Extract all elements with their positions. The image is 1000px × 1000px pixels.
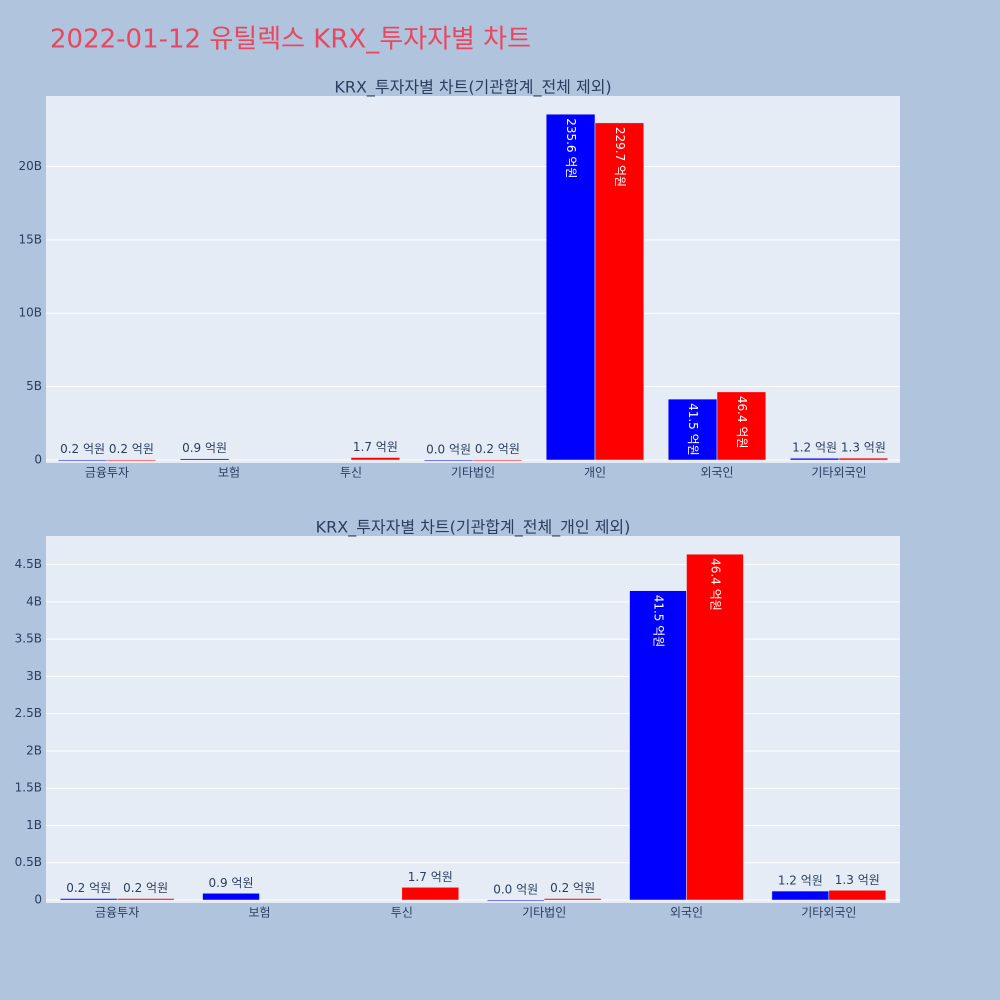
value-label: 0.2 억원 <box>475 442 520 456</box>
value-label: 46.4 억원 <box>708 558 722 611</box>
value-label: 46.4 억원 <box>735 396 749 449</box>
plot-area <box>46 96 900 463</box>
x-tick-label: 기타외국인 <box>811 466 866 480</box>
y-tick-label: 0 <box>34 893 42 907</box>
value-label: 0.2 억원 <box>550 881 595 895</box>
bar <box>667 398 718 461</box>
x-tick-label: 기타법인 <box>522 906 566 920</box>
y-tick-label: 1B <box>26 818 42 832</box>
x-tick-label: 보험 <box>218 466 240 480</box>
x-tick-label: 보험 <box>248 906 270 920</box>
x-tick-label: 외국인 <box>700 466 733 480</box>
value-label: 1.7 억원 <box>408 870 453 884</box>
chart-title: KRX_투자자별 차트(기관합계_전체 제외) <box>334 78 611 98</box>
value-label: 1.3 억원 <box>841 441 886 455</box>
bar <box>716 391 767 461</box>
y-tick-label: 10B <box>18 306 42 320</box>
bar <box>472 459 523 461</box>
value-label: 0.2 억원 <box>123 881 168 895</box>
x-tick-label: 개인 <box>584 466 606 480</box>
y-tick-label: 1.5B <box>15 781 42 795</box>
bar <box>423 459 474 462</box>
chart-title: KRX_투자자별 차트(기관합계_전체_개인 제외) <box>316 518 631 538</box>
bar <box>401 887 460 901</box>
value-label: 0.2 억원 <box>60 442 105 456</box>
y-tick-label: 4B <box>26 594 42 608</box>
value-label: 229.7 억원 <box>613 127 627 187</box>
page-title: 2022-01-12 유틸렉스 KRX_투자자별 차트 <box>50 25 531 55</box>
value-label: 0.0 억원 <box>426 443 471 457</box>
plot-area <box>46 536 900 903</box>
x-tick-label: 금융투자 <box>85 466 129 480</box>
bar <box>594 122 645 461</box>
value-label: 0.0 억원 <box>493 883 538 897</box>
bar <box>116 898 175 901</box>
bar <box>57 459 108 461</box>
value-label: 0.2 억원 <box>109 442 154 456</box>
y-tick-label: 20B <box>18 159 42 173</box>
x-tick-label: 기타외국인 <box>801 906 856 920</box>
value-label: 0.9 억원 <box>209 876 254 890</box>
bar <box>686 553 744 901</box>
y-tick-label: 4.5B <box>15 557 42 571</box>
x-tick-label: 기타법인 <box>451 466 495 480</box>
value-label: 1.7 억원 <box>353 440 398 454</box>
value-label: 41.5 억원 <box>652 595 666 648</box>
value-label: 235.6 억원 <box>564 118 578 178</box>
x-tick-label: 외국인 <box>670 906 703 920</box>
value-label: 1.3 억원 <box>835 873 880 887</box>
y-tick-label: 3.5B <box>15 632 42 646</box>
value-label: 1.2 억원 <box>792 441 837 455</box>
y-tick-label: 2.5B <box>15 706 42 720</box>
bar <box>545 113 596 461</box>
bar <box>486 899 545 902</box>
bar <box>106 459 157 461</box>
x-tick-label: 금융투자 <box>95 906 139 920</box>
bar <box>629 590 687 901</box>
y-tick-label: 5B <box>26 379 42 393</box>
x-tick-label: 투신 <box>391 906 413 920</box>
y-tick-label: 2B <box>26 743 42 757</box>
bar <box>350 457 401 461</box>
y-tick-label: 15B <box>18 232 42 246</box>
bar <box>202 893 260 901</box>
value-label: 41.5 억원 <box>686 403 700 456</box>
y-tick-label: 3B <box>26 669 42 683</box>
bar <box>771 890 830 901</box>
bar <box>838 457 889 461</box>
bar <box>828 890 887 901</box>
bar <box>179 458 230 461</box>
value-label: 0.9 억원 <box>182 441 227 455</box>
value-label: 1.2 억원 <box>778 874 823 888</box>
y-tick-label: 0.5B <box>15 855 42 869</box>
y-tick-label: 0 <box>34 453 42 467</box>
bar <box>59 898 118 901</box>
bar <box>543 898 602 901</box>
x-tick-label: 투신 <box>340 466 362 480</box>
bar <box>789 457 840 461</box>
value-label: 0.2 억원 <box>66 881 111 895</box>
